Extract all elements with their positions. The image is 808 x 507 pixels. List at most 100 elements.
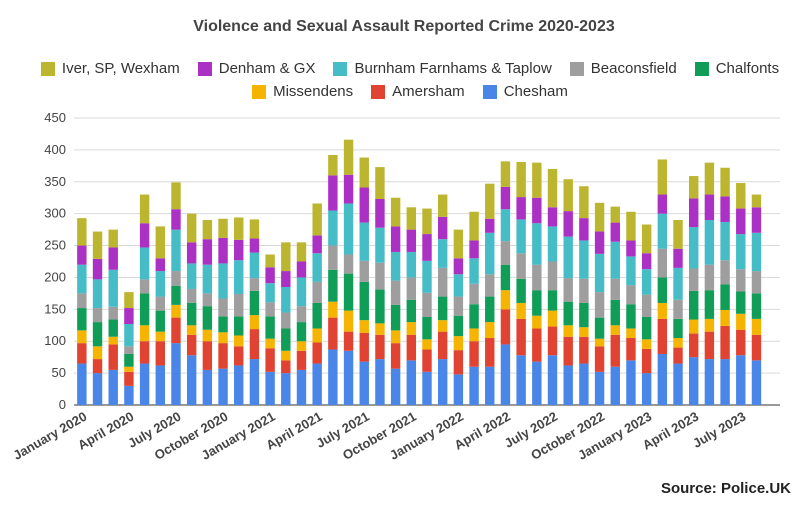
bar-segment-chalfonts xyxy=(547,290,558,311)
bar-segment-beaconsfield xyxy=(751,271,762,294)
bar-segment-beaconsfield xyxy=(155,296,165,311)
bar-segment-missendens xyxy=(689,319,699,334)
legend-swatch xyxy=(197,61,212,76)
bar-segment-denham-gx xyxy=(485,218,495,233)
bar-segment-amersham xyxy=(751,334,762,361)
bar-segment-burnham-farnhams-taplow xyxy=(155,271,165,297)
bar-segment-missendens xyxy=(375,323,385,335)
bar-segment-beaconsfield xyxy=(673,299,683,319)
bar-segment-chesham xyxy=(516,355,526,405)
bar-segment-chesham xyxy=(422,371,432,405)
bar-segment-beaconsfield xyxy=(689,268,699,291)
source-credit: Source: Police.UK xyxy=(660,480,791,497)
bar-segment-burnham-farnhams-taplow xyxy=(375,227,385,263)
bar-segment-amersham xyxy=(437,331,448,360)
bar-segment-missendens xyxy=(736,313,746,330)
legend-item-chesham: Chesham xyxy=(482,83,568,100)
bar-segment-chalfonts xyxy=(736,291,746,314)
legend-item-chalfonts: Chalfonts xyxy=(694,60,779,77)
bar-segment-denham-gx xyxy=(500,186,511,210)
bar-segment-burnham-farnhams-taplow xyxy=(469,258,479,284)
legend-swatch xyxy=(694,61,709,76)
bar-segment-chalfonts xyxy=(139,293,150,326)
y-tick-label: 50 xyxy=(52,365,66,380)
bar-segment-amersham xyxy=(343,331,354,351)
bar-segment-amersham xyxy=(453,350,464,375)
legend: Iver, SP, Wexham Denham & GX Burnham Far… xyxy=(20,60,800,106)
bar-segment-missendens xyxy=(453,336,464,351)
bar-segment-missendens xyxy=(171,304,181,318)
bar-segment-denham-gx xyxy=(547,207,558,227)
bar-segment-chesham xyxy=(406,360,417,405)
bar-segment-denham-gx xyxy=(202,239,213,265)
bar-segment-denham-gx xyxy=(689,198,699,228)
bar-segment-beaconsfield xyxy=(171,271,181,286)
bar-segment-burnham-farnhams-taplow xyxy=(92,279,103,309)
bar-segment-chalfonts xyxy=(234,316,244,336)
bar-segment-amersham xyxy=(359,332,369,362)
bar-segment-missendens xyxy=(500,290,511,310)
bar-segment-chesham xyxy=(77,363,87,405)
bar-segment-denham-gx xyxy=(108,247,118,270)
bar-segment-denham-gx xyxy=(390,226,401,252)
bar-segment-denham-gx xyxy=(406,229,417,252)
bar-segment-burnham-farnhams-taplow xyxy=(422,260,432,293)
bar-segment-denham-gx xyxy=(171,209,181,230)
bar-segment-chalfonts xyxy=(155,310,165,332)
bar-segment-amersham xyxy=(249,329,260,360)
bar-segment-burnham-farnhams-taplow xyxy=(328,210,338,246)
bar-segment-amersham xyxy=(265,348,275,372)
bar-segment-amersham xyxy=(469,341,479,367)
bar-segment-denham-gx xyxy=(704,194,715,221)
bar-segment-burnham-farnhams-taplow xyxy=(124,324,134,347)
bar-segment-denham-gx xyxy=(469,240,479,259)
bar-segment-missendens xyxy=(720,309,730,326)
bar-segment-amersham xyxy=(704,331,715,360)
bar-segment-amersham xyxy=(610,334,620,367)
bar-segment-iver-sp-wexham xyxy=(673,220,683,249)
bar-segment-denham-gx xyxy=(720,196,730,222)
legend-label: Chesham xyxy=(503,83,568,100)
bar-segment-missendens xyxy=(626,328,636,339)
bar-segment-chalfonts xyxy=(610,299,620,326)
bar-segment-chalfonts xyxy=(657,277,668,303)
bar-segment-missendens xyxy=(469,328,479,342)
chart-title: Violence and Sexual Assault Reported Cri… xyxy=(193,18,615,35)
bar-segment-burnham-farnhams-taplow xyxy=(171,229,181,272)
bar-segment-chalfonts xyxy=(281,328,291,351)
bar-segment-denham-gx xyxy=(328,175,338,211)
x-tick-label: January 2020 xyxy=(10,409,89,463)
bar-segment-chalfonts xyxy=(406,299,417,323)
bar-segment-denham-gx xyxy=(594,231,605,254)
bar-segment-missendens xyxy=(422,339,432,350)
bar-segment-chesham xyxy=(375,359,385,405)
bar-segment-denham-gx xyxy=(343,174,354,204)
bar-segment-beaconsfield xyxy=(265,302,275,317)
bar-segment-beaconsfield xyxy=(641,294,652,317)
bar-segment-burnham-farnhams-taplow xyxy=(234,260,244,295)
bar-segment-iver-sp-wexham xyxy=(500,161,511,187)
legend-row-2: Missendens Amersham Chesham xyxy=(20,83,800,100)
legend-label: Iver, SP, Wexham xyxy=(61,60,180,77)
bar-segment-burnham-farnhams-taplow xyxy=(751,232,762,272)
bar-segment-iver-sp-wexham xyxy=(610,206,620,223)
bar-segment-iver-sp-wexham xyxy=(689,176,699,199)
bar-segment-iver-sp-wexham xyxy=(437,194,448,217)
bar-segment-iver-sp-wexham xyxy=(626,211,636,241)
bar-segment-burnham-farnhams-taplow xyxy=(186,263,197,289)
bar-segment-beaconsfield xyxy=(469,283,479,305)
bar-segment-beaconsfield xyxy=(516,253,526,279)
bar-segment-amersham xyxy=(406,334,417,361)
bar-segment-chesham xyxy=(390,368,401,405)
bar-segment-iver-sp-wexham xyxy=(249,219,260,239)
bar-segment-denham-gx xyxy=(516,197,526,220)
bar-segment-burnham-farnhams-taplow xyxy=(736,234,746,270)
bar-segment-denham-gx xyxy=(249,238,260,253)
bar-segment-burnham-farnhams-taplow xyxy=(359,222,369,261)
bar-segment-iver-sp-wexham xyxy=(108,229,118,248)
bar-segment-missendens xyxy=(751,318,762,335)
bar-segment-chesham xyxy=(359,361,369,405)
bar-segment-burnham-farnhams-taplow xyxy=(704,220,715,265)
bar-segment-beaconsfield xyxy=(563,278,573,302)
bar-segment-amersham xyxy=(139,341,150,364)
